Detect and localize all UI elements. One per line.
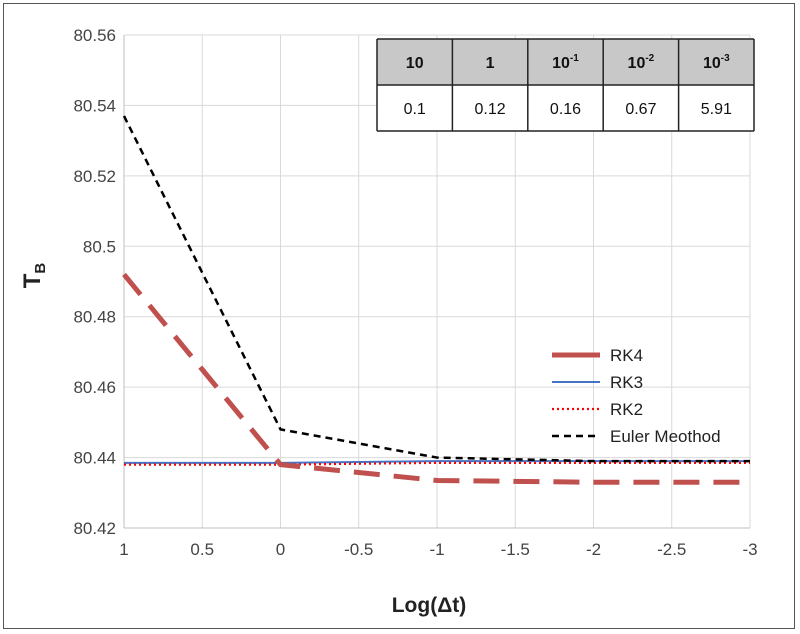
x-tick-label: 0	[276, 540, 285, 559]
chart-frame: 1 0.5 0 -0.5 -1 -1.5 -2 -2.5 -3 80.42 80.44 80.46 80…	[3, 3, 795, 629]
y-tick-label: 80.52	[73, 167, 116, 186]
table-header-exponent: -2	[645, 53, 654, 64]
legend-label: RK4	[610, 346, 643, 365]
legend-label: RK3	[610, 373, 643, 392]
x-tick-label: -2.5	[657, 540, 686, 559]
table-value-row	[377, 85, 754, 131]
table-value-cell: 0.67	[625, 101, 656, 118]
x-tick-label: 0.5	[190, 540, 214, 559]
table-value-cell: 5.91	[701, 101, 732, 118]
series-line-rk2	[124, 461, 750, 466]
legend-label: RK2	[610, 400, 643, 419]
x-axis-title: Log(Δt)	[392, 594, 467, 617]
y-axis-title-subscript: B	[32, 263, 49, 274]
table-value-cell: 0.16	[550, 101, 581, 118]
table-header-cell: 1	[486, 55, 495, 72]
table-header-cell: 10	[406, 55, 424, 72]
x-tick-label: 1	[119, 540, 128, 559]
x-tick-label: -1	[429, 540, 444, 559]
x-tick-label: -0.5	[344, 540, 373, 559]
table-header-row	[377, 39, 754, 85]
x-tick-label: -2	[586, 540, 601, 559]
table-value-cell: 0.1	[404, 101, 426, 118]
table-value-cell: 0.12	[475, 101, 506, 118]
y-tick-label: 80.56	[73, 26, 116, 45]
y-tick-label: 80.54	[73, 96, 116, 115]
table-header-exponent: -1	[570, 53, 579, 64]
table-header-exponent: -3	[721, 53, 730, 64]
chart-svg: 1 0.5 0 -0.5 -1 -1.5 -2 -2.5 -3 80.42 80.44 80.46 80…	[19, 26, 758, 617]
series-line-rk4	[122, 272, 750, 485]
series-line-rk3	[124, 460, 750, 464]
y-tick-label: 80.46	[73, 378, 116, 397]
y-tick-label: 80.44	[73, 449, 116, 468]
series-line-euler-meothod	[122, 115, 750, 463]
x-tick-label: -1.5	[501, 540, 530, 559]
y-axis-title: TB	[19, 263, 49, 289]
y-tick-label: 80.42	[73, 519, 116, 538]
y-tick-label: 80.48	[73, 308, 116, 327]
x-tick-label: -3	[742, 540, 757, 559]
y-tick-label: 80.5	[83, 237, 116, 256]
legend-label: Euler Meothod	[610, 427, 721, 446]
